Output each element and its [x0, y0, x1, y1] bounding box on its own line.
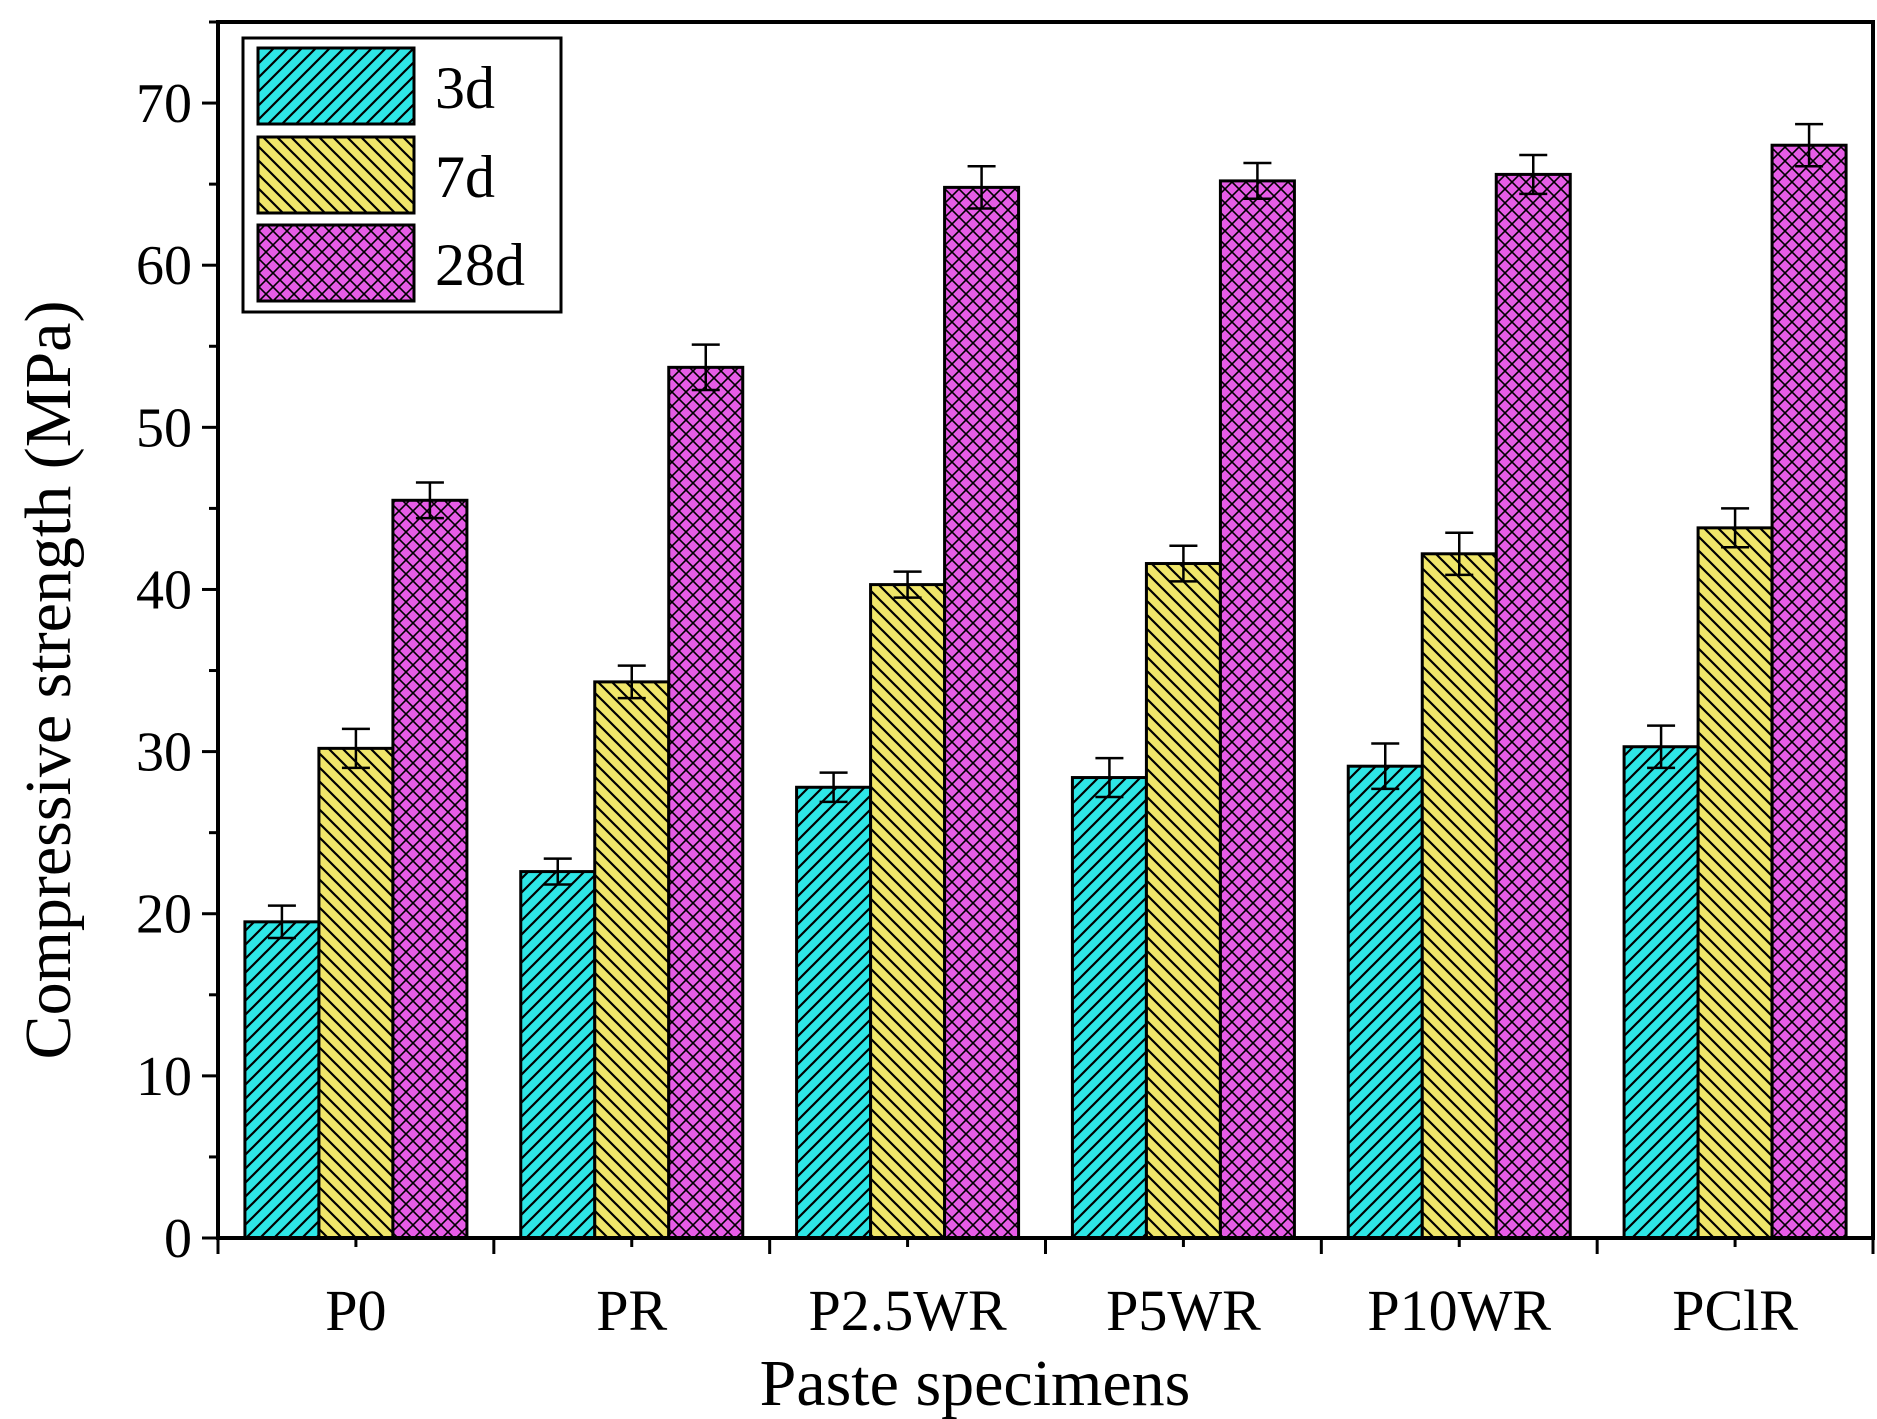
legend: 3d 7d 28d	[241, 36, 563, 314]
bar-hatch-7d-P0	[317, 746, 395, 1240]
error-bar-7d-P10WR	[1445, 531, 1474, 577]
bar-hatch-7d-P2.5WR	[869, 583, 947, 1240]
x-tick-label-P5WR: P5WR	[1106, 1278, 1261, 1343]
bar-hatch-28d-P2.5WR	[943, 185, 1021, 1240]
bar-hatch-28d-PR	[667, 365, 745, 1240]
y-axis-title: Compressive strength (MPa)	[12, 301, 85, 1060]
error-bar-3d-PR	[543, 857, 572, 886]
error-bar-28d-P2.5WR	[967, 165, 996, 210]
y-tick-label-10: 10	[136, 1046, 192, 1108]
y-axis: 0 10 20 30 40 50 60 70	[136, 20, 218, 1270]
x-axis: P0 PR P2.5WR P5WR P10WR PClR	[216, 1238, 1875, 1343]
legend-entry-7d: 7d	[256, 135, 495, 215]
error-bar-3d-P0	[267, 904, 296, 940]
y-tick-label-60: 60	[136, 235, 192, 297]
legend-swatch-hatch-28d	[256, 223, 416, 303]
bars-layer	[243, 143, 1848, 1240]
error-bar-3d-PClR	[1647, 724, 1676, 770]
error-bar-7d-PR	[617, 664, 646, 700]
error-bar-3d-P5WR	[1095, 756, 1124, 799]
bar-hatch-28d-P0	[391, 498, 469, 1240]
legend-entry-28d: 28d	[256, 223, 525, 303]
error-bar-28d-PClR	[1795, 122, 1824, 168]
x-tick-label-PR: PR	[596, 1278, 667, 1343]
bar-hatch-3d-P2.5WR	[795, 785, 873, 1240]
bar-hatch-28d-PClR	[1770, 143, 1848, 1240]
y-tick-label-50: 50	[136, 397, 192, 459]
y-tick-label-0: 0	[164, 1208, 192, 1270]
error-bar-7d-P5WR	[1169, 544, 1198, 583]
error-bar-28d-P10WR	[1519, 153, 1548, 196]
bar-hatch-7d-PClR	[1696, 526, 1774, 1240]
bar-hatch-3d-P0	[243, 920, 321, 1240]
legend-entry-3d: 3d	[256, 46, 495, 126]
x-tick-label-P10WR: P10WR	[1367, 1278, 1551, 1343]
legend-swatch-hatch-3d	[256, 46, 416, 126]
bar-hatch-7d-PR	[593, 680, 671, 1240]
bar-hatch-3d-PR	[519, 870, 597, 1240]
x-tick-label-PClR: PClR	[1672, 1278, 1798, 1343]
error-bar-7d-P2.5WR	[893, 570, 922, 599]
bar-hatch-7d-P10WR	[1420, 552, 1498, 1240]
legend-label-3d: 3d	[435, 55, 495, 121]
y-tick-label-30: 30	[136, 722, 192, 784]
error-bar-7d-P0	[341, 727, 370, 770]
bar-hatch-3d-PClR	[1622, 745, 1700, 1240]
error-bar-28d-P0	[415, 481, 444, 520]
x-axis-title: Paste specimens	[760, 1347, 1191, 1419]
x-tick-label-P2.5WR: P2.5WR	[808, 1278, 1007, 1343]
y-tick-label-20: 20	[136, 884, 192, 946]
legend-label-28d: 28d	[435, 232, 525, 298]
bar-hatch-3d-P5WR	[1070, 776, 1148, 1240]
bar-hatch-3d-P10WR	[1346, 764, 1424, 1240]
legend-label-7d: 7d	[435, 144, 495, 210]
error-bar-3d-P2.5WR	[819, 771, 848, 804]
y-tick-label-40: 40	[136, 559, 192, 621]
bar-hatch-7d-P5WR	[1144, 562, 1222, 1240]
error-bar-3d-P10WR	[1371, 742, 1400, 791]
y-tick-label-70: 70	[136, 73, 192, 135]
bar-hatch-28d-P5WR	[1218, 179, 1296, 1240]
error-bar-28d-P5WR	[1243, 161, 1272, 200]
error-bar-28d-PR	[691, 343, 720, 392]
error-bars-layer	[267, 122, 1824, 940]
error-bar-7d-PClR	[1721, 507, 1750, 549]
bar-hatch-28d-P10WR	[1494, 172, 1572, 1240]
x-tick-label-P0: P0	[325, 1278, 386, 1343]
legend-swatch-hatch-7d	[256, 135, 416, 215]
